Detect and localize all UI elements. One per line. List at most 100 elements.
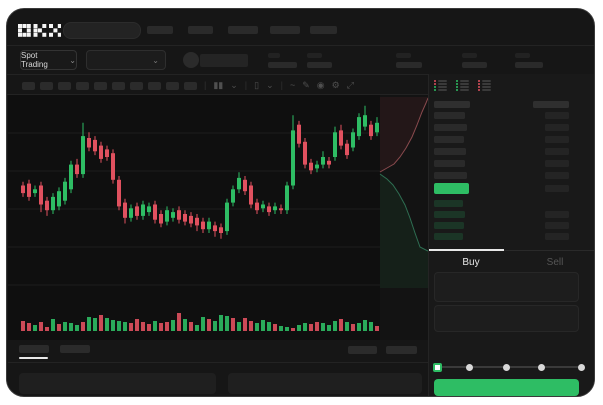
volume-bar	[249, 321, 253, 331]
candlestick	[45, 200, 49, 211]
icon-stripe	[482, 80, 491, 82]
price-input[interactable]	[434, 272, 579, 302]
candlestick	[63, 181, 67, 201]
timeframe-button[interactable]	[94, 82, 107, 90]
candle-style-icon[interactable]: ▮▮	[213, 79, 224, 90]
candlestick	[231, 189, 235, 203]
ask-row-price[interactable]	[434, 160, 465, 167]
slider-stop[interactable]	[538, 364, 545, 371]
ask-row-price[interactable]	[434, 136, 464, 143]
slider-stop[interactable]	[466, 364, 473, 371]
timeframe-button[interactable]	[76, 82, 89, 90]
bottom-tab[interactable]	[60, 345, 90, 353]
volume-bar	[165, 322, 169, 331]
candlestick	[327, 160, 331, 165]
fullscreen-icon[interactable]: ⤢	[346, 79, 354, 90]
timeframe-button[interactable]	[22, 82, 35, 90]
ask-row-price[interactable]	[434, 124, 467, 131]
timeframe-button[interactable]	[148, 82, 161, 90]
active-bottom-tab-indicator	[19, 357, 48, 359]
book-both-view-icon[interactable]	[434, 80, 448, 91]
nav-item[interactable]	[147, 26, 173, 34]
bid-row-price[interactable]	[434, 222, 464, 229]
indicator-icon[interactable]: ~	[289, 80, 296, 90]
book-bids-view-icon[interactable]	[456, 80, 470, 91]
camera-icon[interactable]: ◉	[316, 79, 325, 90]
bar-style-icon[interactable]: ▯	[254, 79, 260, 90]
volume-bar	[231, 318, 235, 331]
bid-row-price[interactable]	[434, 211, 465, 218]
book-asks-view-icon[interactable]	[478, 80, 492, 91]
volume-bar	[327, 325, 331, 331]
candlestick	[195, 217, 199, 226]
ask-row-price[interactable]	[434, 148, 466, 155]
timeframe-button[interactable]	[130, 82, 143, 90]
nav-item[interactable]	[310, 26, 337, 34]
nav-item[interactable]	[188, 26, 213, 34]
market-type-button[interactable]: Spot Trading ⌄	[20, 50, 77, 70]
last-price[interactable]	[434, 183, 469, 194]
candlestick	[27, 183, 31, 197]
nav-item[interactable]	[228, 26, 258, 34]
nav-item[interactable]	[270, 26, 300, 34]
buy-button[interactable]	[434, 379, 579, 396]
pair-select[interactable]: ⌄	[86, 50, 166, 70]
tab-divider	[429, 250, 594, 251]
divider: |	[244, 80, 248, 90]
timeframe-button[interactable]	[166, 82, 179, 90]
timeframe-button[interactable]	[40, 82, 53, 90]
orders-panel-placeholder	[19, 373, 216, 394]
bid-row-price[interactable]	[434, 200, 463, 207]
price-chart[interactable]	[8, 95, 429, 340]
okx-logo[interactable]	[18, 24, 61, 37]
volume-bar	[105, 318, 109, 331]
search-input[interactable]	[63, 22, 141, 39]
row-divider	[7, 74, 594, 75]
slider-handle[interactable]	[433, 363, 442, 372]
volume-bar	[213, 321, 217, 331]
bottom-tab[interactable]	[19, 345, 49, 353]
app-window: Spot Trading ⌄ ⌄ | ▮▮ ⌄ | ▯ ⌄ | ~ ✎ ◉ ⚙ ⤢ Buy Sell	[6, 8, 595, 397]
volume-bar	[27, 323, 31, 331]
last-price-amount	[545, 185, 569, 192]
slider-stop[interactable]	[578, 364, 585, 371]
chevron-down-icon[interactable]: ⌄	[266, 79, 274, 90]
candlestick	[159, 214, 163, 224]
depth-chart-bg	[380, 95, 428, 340]
draw-icon[interactable]: ✎	[302, 79, 310, 90]
timeframe-button[interactable]	[112, 82, 125, 90]
tab-sell[interactable]: Sell	[513, 255, 594, 269]
stat-label-placeholder	[462, 53, 477, 58]
volume-bar	[219, 315, 223, 331]
timeframe-button[interactable]	[184, 82, 197, 90]
candlestick	[201, 221, 205, 230]
ask-row-amount	[545, 148, 569, 155]
timeframe-button[interactable]	[58, 82, 71, 90]
settings-icon[interactable]: ⚙	[331, 79, 340, 90]
chevron-down-icon[interactable]: ⌄	[230, 79, 238, 90]
toolbar-divider	[7, 94, 428, 95]
volume-bar	[291, 328, 295, 331]
icon-stripe-dot	[434, 80, 436, 82]
candlestick	[219, 227, 223, 233]
candlestick	[285, 185, 289, 211]
bottom-action-placeholder[interactable]	[348, 346, 377, 354]
amount-input[interactable]	[434, 305, 579, 332]
bid-row-price[interactable]	[434, 233, 463, 240]
candlestick	[375, 122, 379, 133]
volume-bar	[111, 320, 115, 331]
divider: |	[280, 80, 283, 90]
candlestick	[111, 153, 115, 180]
volume-bar	[123, 322, 127, 331]
tab-buy[interactable]: Buy	[429, 255, 513, 269]
candlestick	[315, 164, 319, 169]
stat-value-placeholder	[515, 62, 543, 68]
ask-row-price[interactable]	[434, 172, 467, 179]
icon-stripe-dot	[456, 86, 458, 88]
icon-stripe	[482, 86, 491, 88]
stat-label-placeholder	[396, 53, 411, 58]
volume-bar	[369, 322, 373, 331]
bottom-action-placeholder[interactable]	[386, 346, 417, 354]
slider-stop[interactable]	[503, 364, 510, 371]
ask-row-price[interactable]	[434, 112, 465, 119]
